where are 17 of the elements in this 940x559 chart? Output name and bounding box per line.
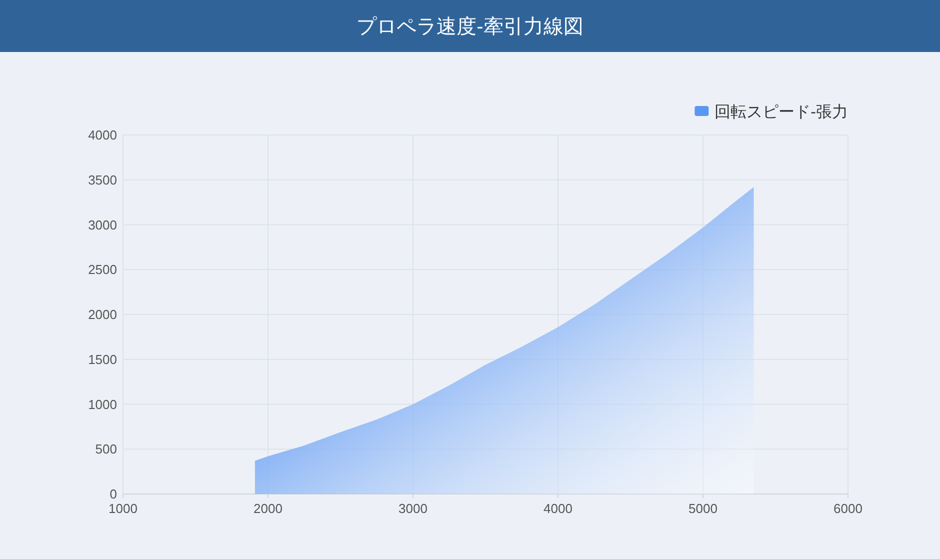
- y-tick-label: 3500: [88, 172, 117, 188]
- x-tick-label: 2000: [254, 501, 282, 516]
- y-tick-label: 1000: [88, 396, 117, 412]
- x-tick-label: 1000: [108, 501, 138, 516]
- legend-label: 回転スピード-張力: [714, 103, 848, 121]
- x-tick-label: 6000: [834, 501, 862, 516]
- chart-title: プロペラ速度-牽引力線図: [356, 16, 584, 38]
- y-tick-label: 4000: [88, 128, 117, 142]
- y-tick-label: 2500: [88, 262, 117, 278]
- y-tick-label: 500: [95, 442, 117, 457]
- y-tick-label: 3000: [88, 217, 117, 232]
- x-tick-label: 4000: [544, 501, 572, 516]
- y-tick-label: 1500: [88, 352, 117, 367]
- y-tick-label: 0: [110, 486, 117, 502]
- y-tick-label: 2000: [88, 307, 117, 322]
- x-tick-label: 3000: [398, 501, 428, 516]
- x-tick-label: 5000: [688, 501, 718, 516]
